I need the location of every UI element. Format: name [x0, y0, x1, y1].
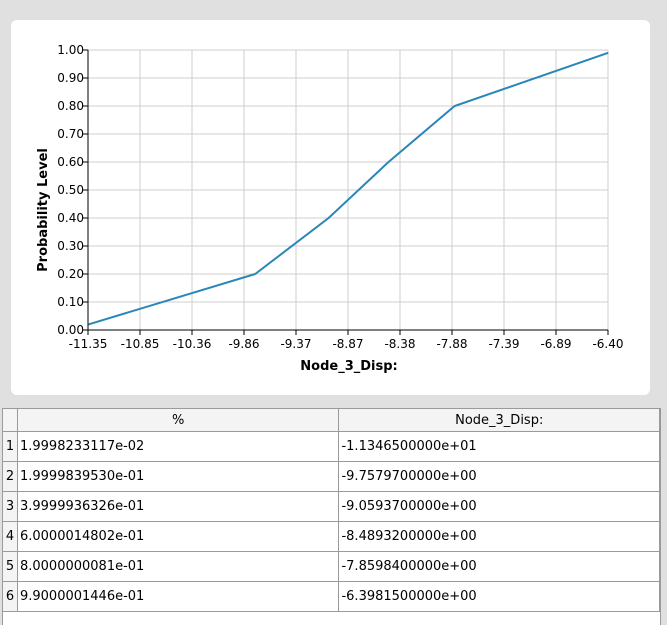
row-index[interactable]: 3: [3, 492, 17, 522]
row-index[interactable]: 2: [3, 462, 17, 492]
cell-percent[interactable]: 1.9998233117e-02: [17, 432, 338, 462]
y-tick-label: 0.40: [57, 211, 84, 225]
chart-panel: -11.35 -10.85 -10.36 -9.86 -9.37 -8.87 -8.38 -7…: [11, 20, 650, 395]
y-tick-label: 0.90: [57, 71, 84, 85]
cell-percent[interactable]: 3.9999936326e-01: [17, 492, 338, 522]
cell-node-3-disp[interactable]: -6.3981500000e+00: [339, 582, 660, 612]
row-index[interactable]: 6: [3, 582, 17, 612]
y-tick-label: 0.30: [57, 239, 84, 253]
cell-node-3-disp[interactable]: -1.1346500000e+01: [339, 432, 660, 462]
cell-percent[interactable]: 8.0000000081e-01: [17, 552, 338, 582]
x-axis-title: Node_3_Disp:: [300, 359, 397, 374]
y-tick-label: 0.60: [57, 155, 84, 169]
row-index[interactable]: 5: [3, 552, 17, 582]
y-tick-label: 1.00: [57, 43, 84, 57]
x-tick-label: -10.36: [173, 337, 212, 351]
y-tick-label: 0.70: [57, 127, 84, 141]
x-tick-label: -6.89: [540, 337, 571, 351]
x-tick-label: -10.85: [121, 337, 160, 351]
y-tick-label: 0.20: [57, 267, 84, 281]
cell-node-3-disp[interactable]: -7.8598400000e+00: [339, 552, 660, 582]
column-header-percent[interactable]: %: [17, 409, 338, 432]
x-tick-label: -7.88: [436, 337, 467, 351]
y-tick-label: 0.80: [57, 99, 84, 113]
cell-percent[interactable]: 1.9999839530e-01: [17, 462, 338, 492]
x-tick-label: -11.35: [69, 337, 108, 351]
x-tick-label: -8.38: [384, 337, 415, 351]
cell-percent[interactable]: 6.0000014802e-01: [17, 522, 338, 552]
x-tick-label: -7.39: [488, 337, 519, 351]
y-tick-label: 0.00: [57, 323, 84, 337]
x-tick-label: -9.37: [280, 337, 311, 351]
cell-percent[interactable]: 9.9000001446e-01: [17, 582, 338, 612]
x-tick-label: -8.87: [332, 337, 363, 351]
x-tick-label: -9.86: [228, 337, 259, 351]
cell-node-3-disp[interactable]: -9.7579700000e+00: [339, 462, 660, 492]
row-index[interactable]: 1: [3, 432, 17, 462]
y-axis-title: Probability Level: [36, 148, 51, 272]
y-tick-label: 0.10: [57, 295, 84, 309]
cell-node-3-disp[interactable]: -9.0593700000e+00: [339, 492, 660, 522]
cdf-chart: -11.35 -10.85 -10.36 -9.86 -9.37 -8.87 -8.38 -7…: [11, 20, 650, 395]
y-tick-label: 0.50: [57, 183, 84, 197]
cell-node-3-disp[interactable]: -8.4893200000e+00: [339, 522, 660, 552]
column-header-node-3-disp[interactable]: Node_3_Disp:: [339, 409, 660, 432]
x-tick-label: -6.40: [592, 337, 623, 351]
row-index[interactable]: 4: [3, 522, 17, 552]
table-header-row: % Node_3_Disp:: [3, 409, 660, 432]
table-corner[interactable]: [3, 409, 17, 432]
